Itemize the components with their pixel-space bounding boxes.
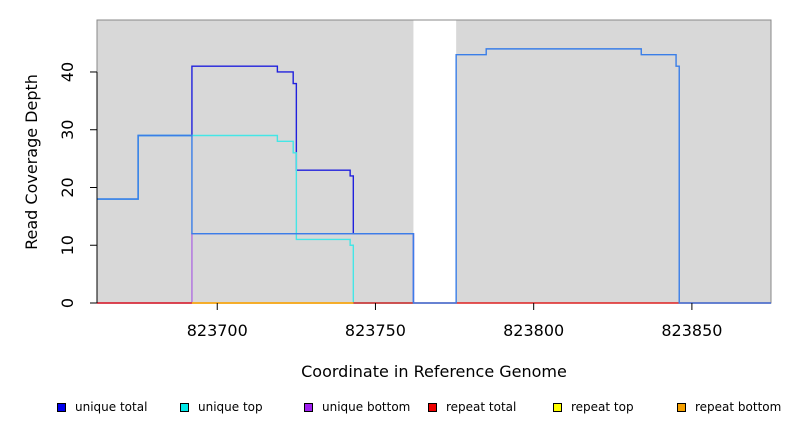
legend-label: repeat bottom: [695, 400, 782, 414]
series-line-coverage: [97, 48, 771, 304]
x-tick-label: 823700: [187, 321, 248, 340]
legend-item-unique-total: unique total: [57, 400, 147, 414]
legend-label: unique bottom: [322, 400, 411, 414]
legend-swatch-unique-top: [180, 402, 189, 412]
legend-label: unique top: [198, 400, 263, 414]
y-axis: 0 10 20 30 40: [58, 62, 98, 308]
x-tick-label: 823850: [661, 321, 722, 340]
y-tick-label: 20: [58, 177, 77, 197]
shaded-regions: [97, 20, 771, 303]
x-tick-label: 823800: [503, 321, 564, 340]
legend-swatch-repeat-top: [553, 402, 562, 412]
legend-label: repeat total: [446, 400, 517, 414]
y-tick-label: 0: [58, 298, 77, 308]
legend-swatch-repeat-total: [428, 402, 437, 412]
y-axis-label: Read Coverage Depth: [22, 74, 41, 250]
y-tick-label: 10: [58, 235, 77, 255]
x-axis: 823700 823750 823800 823850: [187, 303, 722, 340]
x-axis-label: Coordinate in Reference Genome: [301, 362, 567, 381]
legend-label: unique total: [75, 400, 148, 414]
legend-item-repeat-total: repeat total: [428, 400, 516, 414]
legend-swatch-repeat-bottom: [677, 402, 686, 412]
legend: unique total unique top unique bottom re…: [0, 400, 792, 420]
x-tick-label: 823750: [345, 321, 406, 340]
shaded-region: [97, 20, 414, 303]
legend-item-repeat-bottom: repeat bottom: [677, 400, 781, 414]
legend-swatch-unique-bottom: [304, 402, 313, 412]
shaded-region: [456, 20, 771, 303]
y-tick-label: 40: [58, 62, 77, 82]
y-tick-label: 30: [58, 120, 77, 140]
legend-item-unique-top: unique top: [180, 400, 263, 414]
legend-swatch-unique-total: [57, 402, 66, 412]
legend-item-repeat-top: repeat top: [553, 400, 634, 414]
legend-label: repeat top: [571, 400, 634, 414]
legend-item-unique-bottom: unique bottom: [304, 400, 410, 414]
series-lines: [97, 48, 771, 304]
